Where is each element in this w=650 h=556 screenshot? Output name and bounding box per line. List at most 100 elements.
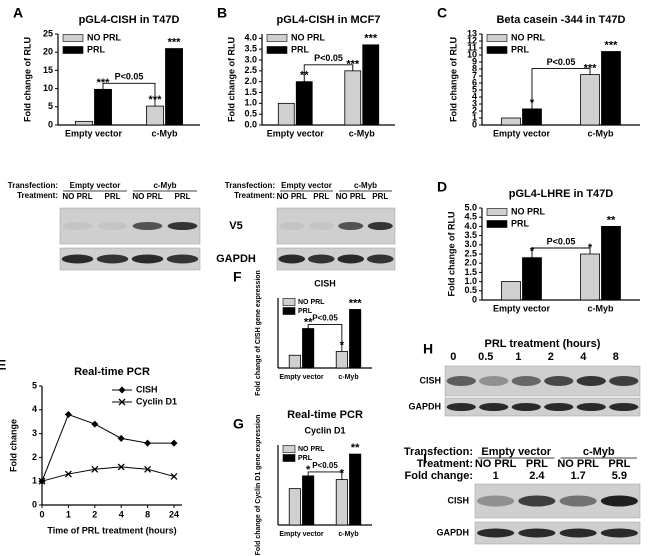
y-tick-label: 1.0 — [464, 276, 477, 286]
bar — [501, 281, 521, 301]
point — [117, 434, 125, 442]
y-tick-label: 5.0 — [464, 202, 477, 212]
blot-band — [308, 222, 334, 230]
x-tick-label: Empty vector — [279, 531, 324, 538]
lane-label: PRL — [175, 192, 191, 201]
y-tick-label: 3.0 — [244, 54, 257, 64]
legend-swatch — [486, 46, 508, 54]
band-label: GAPDH — [436, 527, 469, 537]
bar — [362, 44, 380, 126]
y-tick-label: 5 — [32, 380, 37, 390]
fold-change: 1 — [493, 470, 499, 482]
blot-band — [307, 254, 335, 264]
y-axis-label: Fold change of RLU — [448, 37, 458, 122]
lane-label: PRL — [608, 458, 630, 470]
legend-swatch — [282, 298, 296, 306]
comparison-bracket — [303, 64, 354, 82]
legend-label: PRL — [291, 44, 310, 54]
group-label: c-Myb — [354, 181, 377, 190]
blot-band — [446, 376, 476, 386]
bar — [277, 102, 295, 126]
blot-band — [167, 222, 198, 230]
y-tick-label: 5 — [48, 101, 53, 111]
comparison-label: P<0.05 — [312, 314, 338, 323]
bar — [349, 309, 362, 369]
legend-swatch — [282, 445, 296, 453]
line — [41, 466, 175, 482]
bar — [335, 351, 348, 369]
y-tick-label: 13 — [467, 28, 477, 38]
y-axis-label: Fold change of RLU — [22, 37, 32, 122]
y-tick-label: 0 — [32, 499, 37, 509]
legend-label: NO PRL — [511, 32, 546, 42]
transfection-label: Transfection: — [8, 181, 58, 190]
legend-swatch — [486, 220, 508, 228]
blot-membrane — [474, 521, 641, 545]
blot-membrane — [444, 397, 641, 417]
legend-swatch — [282, 307, 296, 315]
lane-label: PRL — [105, 192, 121, 201]
chart-heading: Real-time PCR — [287, 409, 363, 421]
band-label: CISH — [419, 375, 441, 385]
band-label: CISH — [447, 495, 469, 505]
blot-band — [518, 495, 556, 507]
blot-membrane — [444, 365, 641, 397]
fold-change: 2.4 — [529, 470, 545, 482]
bar — [580, 253, 600, 301]
group-label: Empty vector — [281, 181, 332, 190]
y-tick-label: 20 — [43, 47, 53, 57]
lane-label: NO PRL — [132, 192, 162, 201]
y-tick-label: 25 — [43, 28, 53, 38]
y-tick-label: 10 — [43, 83, 53, 93]
bar — [522, 257, 542, 301]
comparison-label: P<0.05 — [547, 57, 576, 67]
chart-title: pGL4-CISH in T47D — [79, 14, 180, 26]
blot-band — [600, 528, 638, 538]
x-tick-label: Empty vector — [65, 128, 123, 138]
x-tick-label: Empty vector — [267, 128, 325, 138]
y-tick-label: 3.5 — [464, 230, 477, 240]
legend-label: NO PRL — [298, 446, 325, 453]
chart-title: pGL4-CISH in MCF7 — [277, 14, 381, 26]
y-axis-label: Fold change — [8, 419, 18, 472]
bar — [335, 479, 348, 526]
y-tick-label: 3 — [472, 98, 477, 108]
fold-change: 5.9 — [612, 470, 627, 482]
blot-band — [132, 222, 163, 230]
comparison-label: P<0.05 — [314, 53, 343, 63]
significance-label: ** — [607, 214, 616, 226]
x-tick-label: c-Myb — [338, 531, 358, 538]
panel-letter: D — [437, 179, 447, 195]
bar — [522, 108, 542, 126]
blot-band — [367, 222, 393, 230]
legend-label: NO PRL — [87, 32, 122, 42]
lane-label: NO PRL — [475, 458, 517, 470]
legend-marker — [118, 386, 126, 394]
comparison-label: P<0.05 — [115, 72, 144, 82]
legend-swatch — [62, 34, 84, 42]
lane-label: 0 — [450, 351, 456, 363]
y-tick-label: 2 — [472, 105, 477, 115]
blot-band — [97, 222, 128, 230]
bar — [501, 117, 521, 126]
group-label: Empty vector — [70, 181, 121, 190]
y-tick-label: 15 — [43, 65, 53, 75]
significance-label: * — [306, 464, 311, 476]
blot-band — [338, 222, 364, 230]
bar — [580, 74, 600, 126]
x-tick-label: 8 — [145, 509, 150, 519]
x-tick-label: Empty vector — [493, 128, 551, 138]
panel-letter: F — [233, 269, 242, 285]
comparison-bracket — [531, 68, 591, 109]
blot-band — [366, 254, 394, 264]
band-label: GAPDH — [408, 401, 441, 411]
comparison-bracket — [531, 247, 591, 258]
panel-letter: A — [13, 5, 23, 21]
bar — [349, 453, 362, 526]
y-tick-label: 4.0 — [244, 33, 257, 43]
chart-title: CISH — [314, 278, 336, 288]
y-tick-label: 3.0 — [464, 239, 477, 249]
blot-band — [600, 495, 638, 507]
y-tick-label: 1 — [32, 476, 37, 486]
